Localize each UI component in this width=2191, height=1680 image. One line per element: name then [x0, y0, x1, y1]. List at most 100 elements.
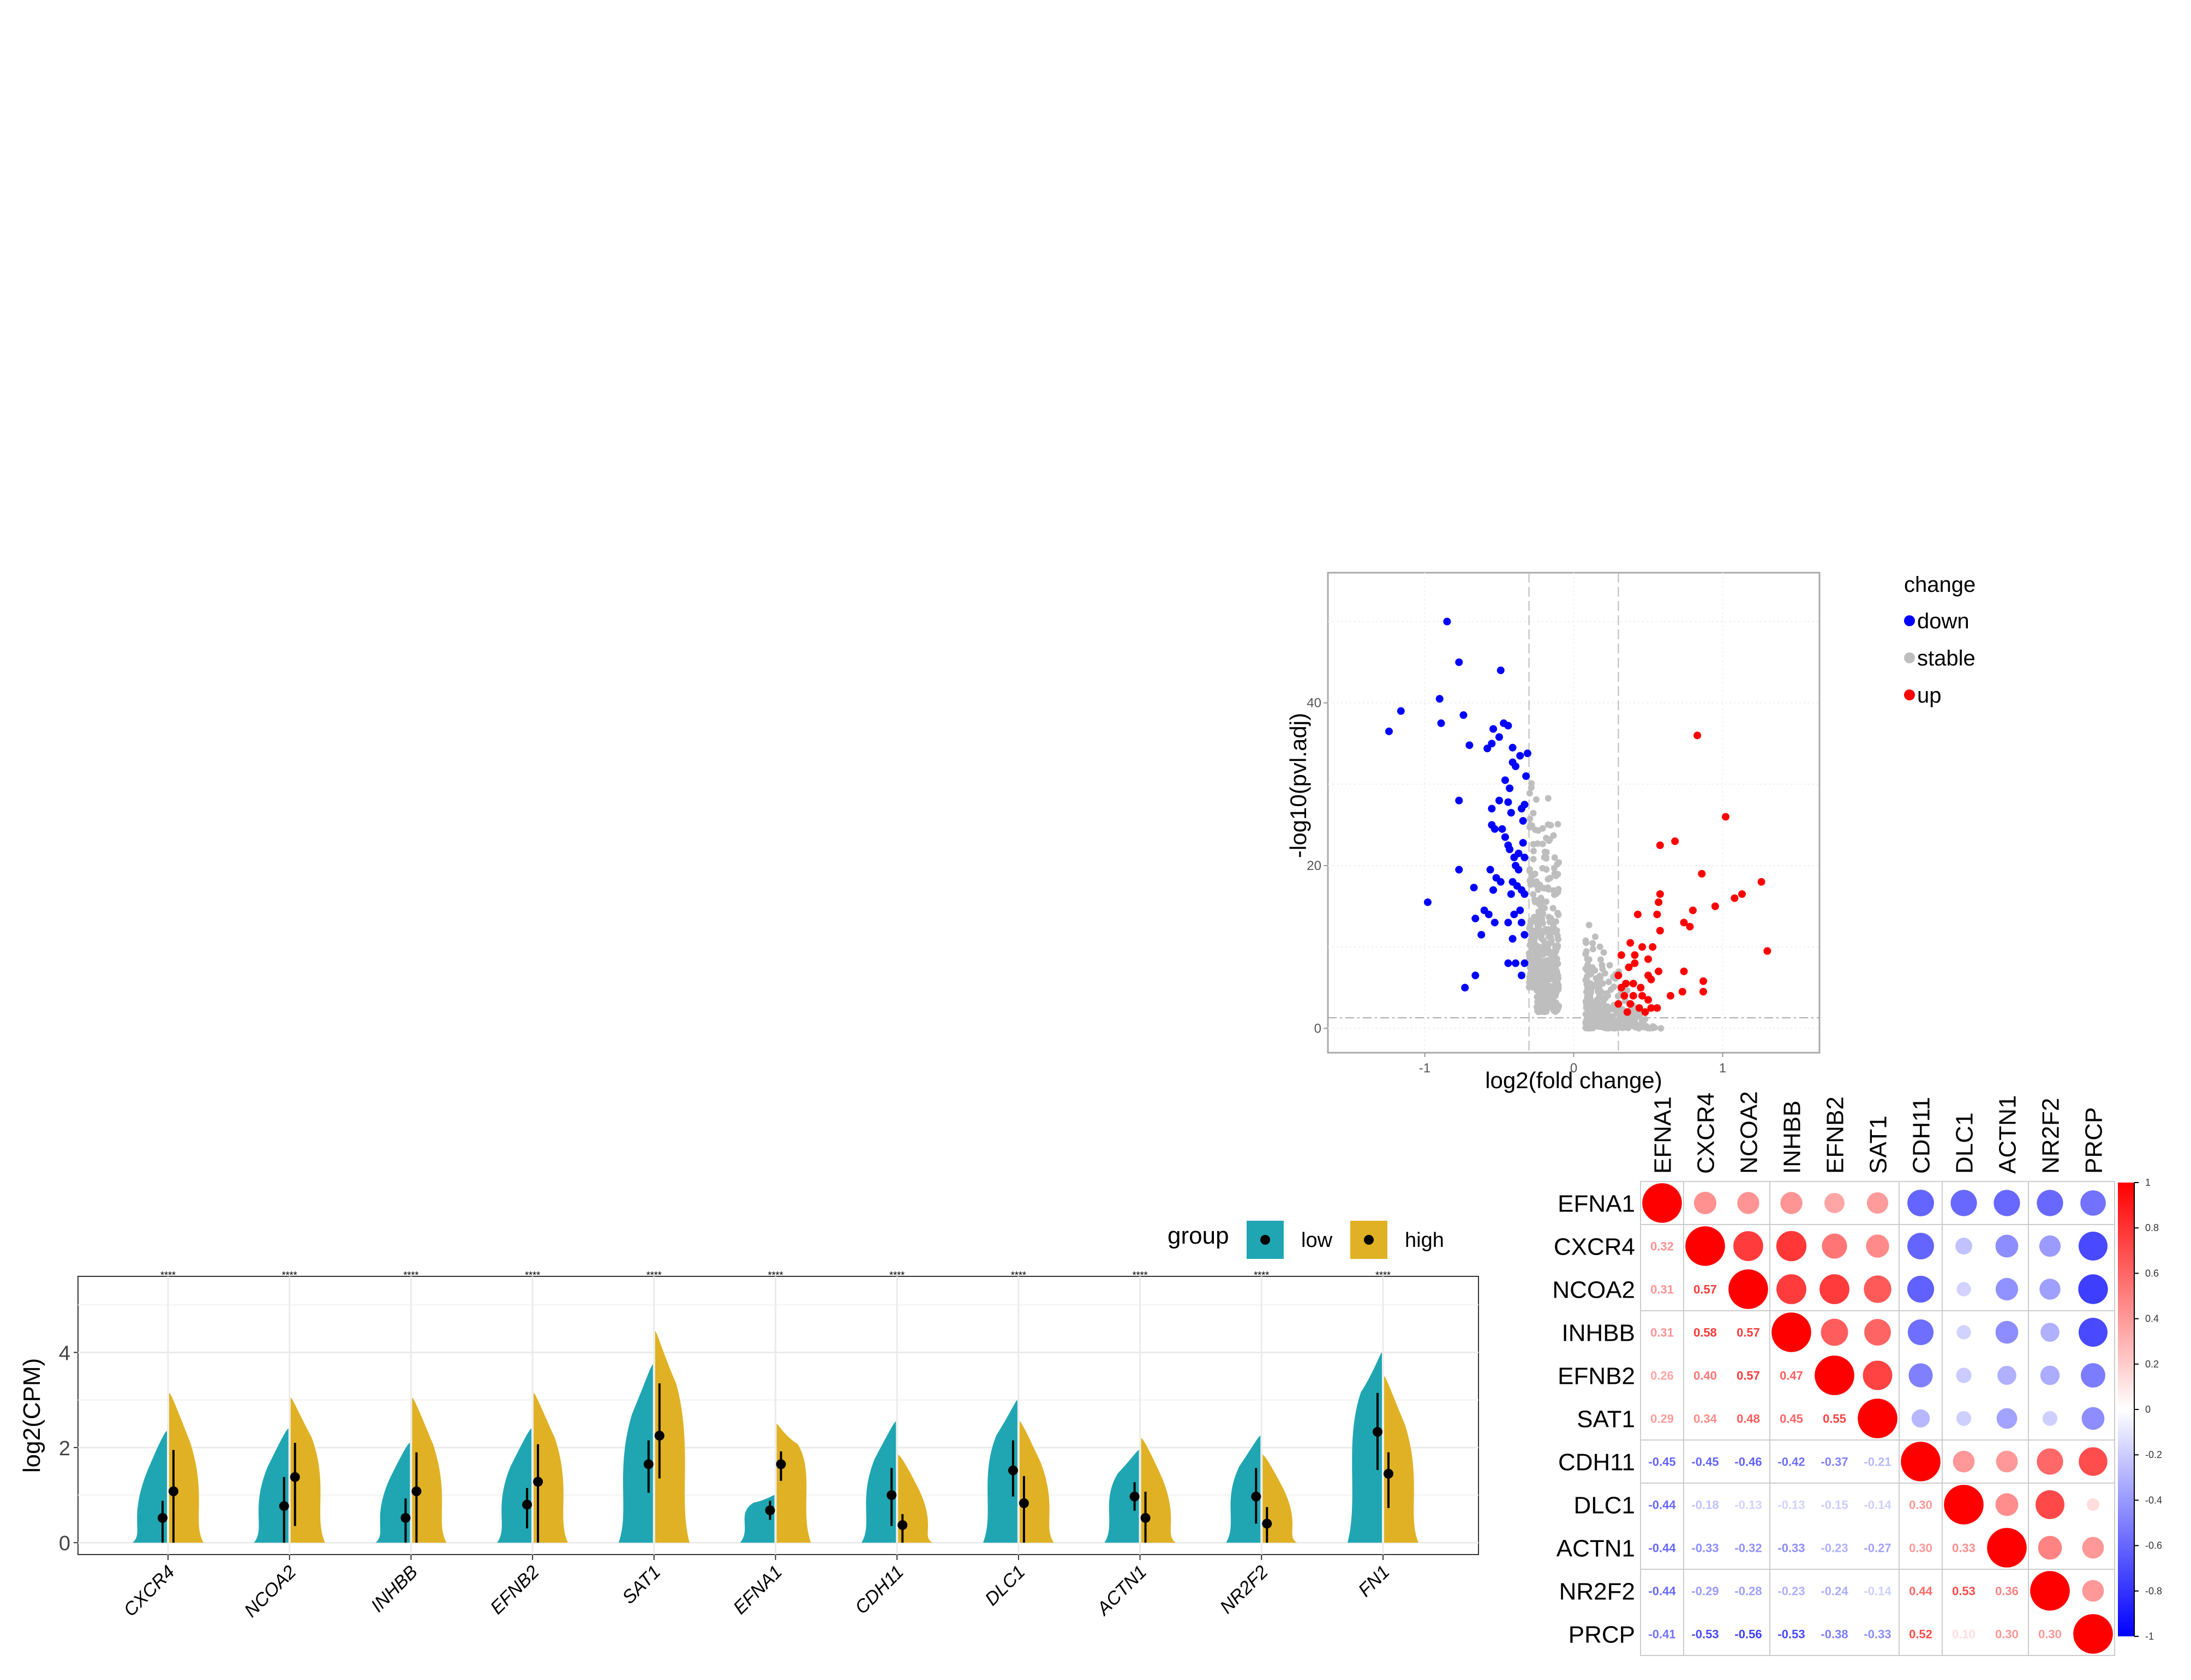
violin-half-high — [898, 1454, 933, 1543]
data-point-stable — [1545, 886, 1552, 893]
data-point-stable — [1599, 1003, 1606, 1010]
y-tick-label: 0 — [1314, 1021, 1321, 1036]
median-point-high — [1140, 1513, 1151, 1523]
data-point-down — [1516, 752, 1524, 760]
data-point-up — [1653, 910, 1661, 919]
column-label: NCOA2 — [1736, 1091, 1763, 1174]
data-point-down — [1385, 727, 1393, 735]
x-tick-label: -1 — [1419, 1061, 1430, 1076]
data-point-stable — [1526, 815, 1534, 823]
data-point-down — [1455, 796, 1463, 805]
data-point-stable — [1541, 854, 1548, 861]
data-point-up — [1655, 898, 1663, 907]
data-point-up — [1617, 983, 1625, 992]
x-tick-label: CXCR4 — [119, 1562, 178, 1621]
correlation-circle — [1995, 1277, 2019, 1301]
data-point-stable — [1539, 841, 1546, 848]
data-point-up — [1644, 996, 1653, 1004]
data-point-up — [1671, 837, 1679, 845]
correlation-circle — [2078, 1274, 2108, 1304]
correlation-value: -0.18 — [1691, 1498, 1719, 1512]
violin-half-high — [1019, 1421, 1054, 1543]
correlation-circle — [1907, 1233, 1934, 1259]
data-point-stable — [1547, 821, 1554, 829]
data-point-stable — [1531, 914, 1538, 921]
data-point-down — [1465, 741, 1474, 749]
correlation-value: 0.52 — [1909, 1628, 1932, 1641]
data-point-down — [1512, 959, 1520, 967]
correlation-circle — [2079, 1318, 2108, 1347]
correlation-value: -0.44 — [1648, 1541, 1676, 1555]
data-point-stable — [1548, 963, 1555, 970]
data-point-stable — [1534, 971, 1541, 978]
data-point-down — [1519, 817, 1527, 825]
data-point-stable — [1589, 982, 1596, 989]
data-point-up — [1656, 927, 1664, 935]
x-tick-label: CDH11 — [851, 1562, 908, 1618]
correlation-value: 0.31 — [1650, 1283, 1674, 1297]
data-point-down — [1489, 886, 1498, 894]
data-point-down — [1495, 796, 1503, 805]
colorbar-tick-label: 0.8 — [2145, 1222, 2159, 1233]
colorbar-tick-label: -0.8 — [2145, 1586, 2162, 1597]
median-point-low — [279, 1501, 289, 1511]
data-point-stable — [1596, 1023, 1603, 1030]
data-point-stable — [1609, 1013, 1616, 1020]
data-point-up — [1698, 869, 1706, 878]
column-label: EFNB2 — [1822, 1096, 1849, 1174]
correlation-circle — [1771, 1312, 1811, 1352]
correlation-value: 0.29 — [1650, 1412, 1674, 1426]
correlation-value: 0.34 — [1693, 1412, 1717, 1426]
data-point-stable — [1591, 933, 1599, 940]
x-axis-label: log2(fold change) — [1485, 1067, 1662, 1093]
row-label: CXCR4 — [1554, 1234, 1635, 1261]
correlation-circle — [2039, 1279, 2061, 1300]
correlation-value: -0.15 — [1821, 1498, 1848, 1512]
violin-half-low — [1226, 1436, 1261, 1543]
correlation-value: 0.30 — [1909, 1498, 1932, 1512]
data-point-stable — [1541, 848, 1548, 855]
data-point-stable — [1530, 841, 1537, 848]
data-point-stable — [1540, 1007, 1547, 1014]
data-point-stable — [1555, 911, 1562, 919]
legend-label: up — [1917, 683, 1942, 707]
data-point-up — [1721, 813, 1729, 821]
colorbar-tick-label: 0.2 — [2145, 1359, 2159, 1370]
data-point-up — [1656, 841, 1664, 849]
correlation-value: -0.45 — [1691, 1455, 1719, 1469]
data-point-stable — [1550, 923, 1557, 931]
data-point-stable — [1531, 950, 1539, 957]
down-points — [1385, 617, 1531, 992]
data-point-down — [1488, 805, 1496, 813]
data-point-stable — [1538, 935, 1545, 942]
data-point-stable — [1584, 956, 1591, 963]
column-label: INHBB — [1779, 1101, 1806, 1174]
correlation-value: 0.57 — [1693, 1283, 1717, 1297]
data-point-down — [1496, 666, 1505, 674]
y-tick-label: 40 — [1307, 696, 1321, 711]
data-point-down — [1520, 931, 1529, 939]
row-label: CDH11 — [1558, 1449, 1635, 1476]
y-axis-label: log2(CPM) — [19, 1358, 45, 1473]
data-point-stable — [1539, 865, 1546, 872]
data-point-stable — [1539, 980, 1546, 987]
x-tick-label: EFNB2 — [486, 1562, 543, 1618]
legend-label: stable — [1917, 646, 1976, 670]
correlation-value: -0.29 — [1691, 1585, 1719, 1598]
correlation-circle — [1911, 1409, 1930, 1428]
correlation-circle — [1693, 1191, 1717, 1215]
significance-label: **** — [525, 1270, 540, 1281]
correlation-circle — [1864, 1275, 1891, 1303]
data-point-down — [1516, 906, 1524, 914]
correlation-circle — [1996, 1408, 2018, 1429]
data-point-stable — [1600, 995, 1607, 1002]
correlation-value: 0.31 — [1650, 1326, 1674, 1340]
correlation-value: -0.27 — [1864, 1541, 1891, 1555]
data-point-stable — [1593, 975, 1600, 982]
correlation-circle — [2036, 1490, 2064, 1519]
data-point-stable — [1582, 976, 1589, 983]
correlation-value: 0.58 — [1693, 1326, 1717, 1340]
data-point-stable — [1585, 921, 1593, 928]
data-point-stable — [1583, 939, 1590, 946]
